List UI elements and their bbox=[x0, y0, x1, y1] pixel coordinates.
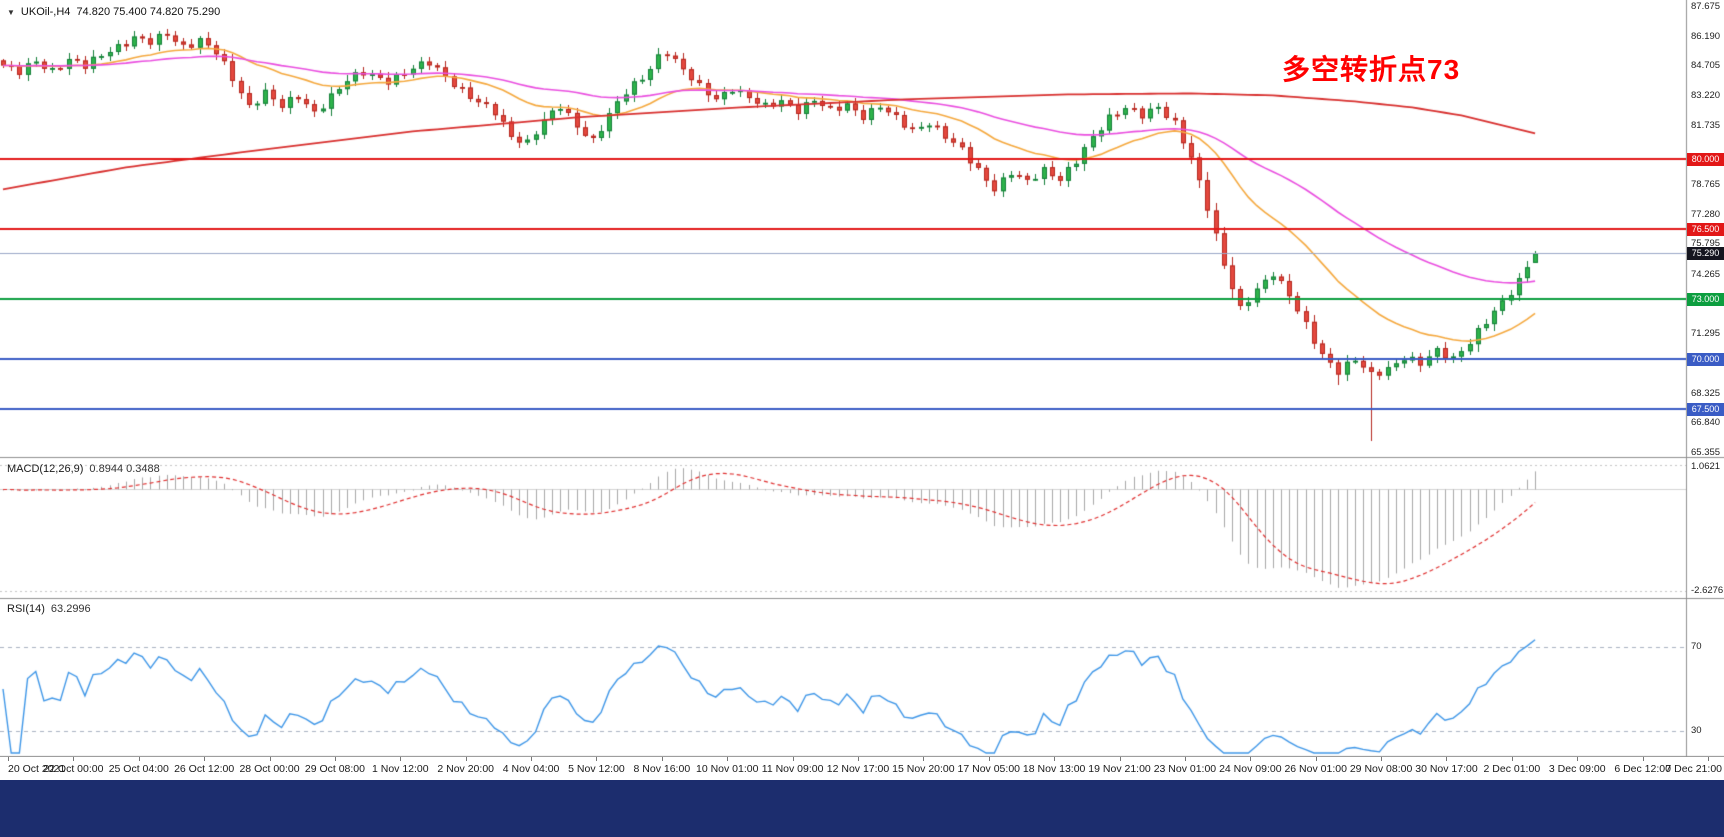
time-axis-tick bbox=[269, 757, 271, 761]
time-axis-tick bbox=[1381, 757, 1383, 761]
time-axis-tick bbox=[138, 757, 140, 761]
time-axis-label: 17 Nov 05:00 bbox=[957, 763, 1020, 775]
symbol-period-label: UKOil-,H4 bbox=[20, 6, 71, 18]
time-axis-label: 1 Nov 12:00 bbox=[371, 763, 429, 775]
time-axis-label: 20 Oct 2021 bbox=[8, 763, 66, 775]
annotation-text[interactable]: 多空转折点73 bbox=[1282, 54, 1461, 85]
time-axis-label: 26 Nov 01:00 bbox=[1284, 763, 1347, 775]
time-axis-label: 28 Oct 00:00 bbox=[239, 763, 300, 775]
time-axis-tick bbox=[792, 757, 794, 761]
time-axis-tick bbox=[1315, 757, 1317, 761]
time-axis-label: 12 Nov 17:00 bbox=[826, 763, 890, 775]
symbol-info-bar: ▼ UKOil-,H4 74.820 75.400 74.820 75.290 bbox=[7, 6, 220, 18]
time-axis-label: 10 Nov 01:00 bbox=[696, 763, 759, 775]
time-axis-label: 2 Dec 01:00 bbox=[1483, 763, 1541, 775]
time-axis-tick bbox=[1446, 757, 1448, 761]
macd-name: MACD(12,26,9) bbox=[7, 463, 84, 475]
time-axis-label: 25 Oct 04:00 bbox=[108, 763, 169, 775]
time-axis-tick bbox=[8, 757, 9, 761]
time-axis-label: 29 Oct 08:00 bbox=[304, 763, 365, 775]
time-axis-label: 18 Nov 13:00 bbox=[1022, 763, 1086, 775]
time-axis-tick bbox=[1642, 757, 1644, 761]
time-axis-label: 26 Oct 12:00 bbox=[174, 763, 235, 775]
time-axis-tick bbox=[1054, 757, 1056, 761]
bottom-bar bbox=[0, 780, 1724, 837]
time-axis-label: 5 Nov 12:00 bbox=[568, 763, 625, 775]
time-axis-tick bbox=[988, 757, 990, 761]
time-axis-tick bbox=[1250, 757, 1252, 761]
time-axis-label: 15 Nov 20:00 bbox=[892, 763, 955, 775]
chevron-down-icon[interactable]: ▼ bbox=[7, 7, 15, 17]
time-axis-tick bbox=[334, 757, 336, 761]
rsi-value: 63.2996 bbox=[50, 603, 91, 615]
time-axis-label: 22 Oct 00:00 bbox=[43, 763, 104, 775]
macd-indicator-label: MACD(12,26,9) 0.8944 0.3488 bbox=[7, 463, 160, 475]
time-axis-label: 29 Nov 08:00 bbox=[1349, 763, 1413, 775]
time-axis-label: 11 Nov 09:00 bbox=[761, 763, 824, 775]
time-axis-tick bbox=[1577, 757, 1579, 761]
time-axis-label: 2 Nov 20:00 bbox=[437, 763, 494, 775]
time-axis-tick bbox=[1708, 757, 1709, 761]
time-axis-tick bbox=[400, 757, 402, 761]
time-axis-tick bbox=[1184, 757, 1186, 761]
symbol-ohlc-values: 74.820 75.400 74.820 75.290 bbox=[76, 6, 221, 18]
time-axis-label: 3 Dec 09:00 bbox=[1548, 763, 1606, 775]
time-axis-tick bbox=[858, 757, 859, 761]
time-axis-tick bbox=[465, 757, 467, 761]
time-axis-tick bbox=[73, 757, 75, 761]
rsi-name: RSI(14) bbox=[7, 603, 45, 615]
time-axis-tick bbox=[1119, 757, 1121, 761]
macd-values: 0.8944 0.3488 bbox=[89, 463, 160, 475]
time-axis-label: 23 Nov 01:00 bbox=[1153, 763, 1217, 775]
time-axis-tick bbox=[923, 757, 925, 761]
time-axis-label: 8 Nov 16:00 bbox=[633, 763, 691, 775]
time-axis-tick bbox=[727, 757, 729, 761]
time-axis-label: 4 Nov 04:00 bbox=[502, 763, 560, 775]
time-axis-label: 6 Dec 12:00 bbox=[1614, 763, 1671, 775]
time-axis-label: 24 Nov 09:00 bbox=[1219, 763, 1282, 775]
time-axis-label: 30 Nov 17:00 bbox=[1415, 763, 1478, 775]
time-axis-label: 19 Nov 21:00 bbox=[1088, 763, 1151, 775]
time-axis[interactable]: 20 Oct 2021 22 Oct 00:00 25 Oct 04:00 26 Oc… bbox=[0, 757, 1724, 780]
rsi-indicator-label: RSI(14) 63.2996 bbox=[7, 603, 91, 615]
chart-canvas[interactable] bbox=[0, 0, 1724, 757]
time-axis-label: 7 Dec 21:00 bbox=[1665, 763, 1722, 775]
time-axis-tick bbox=[596, 757, 598, 761]
time-axis-tick bbox=[661, 757, 663, 761]
time-axis-tick bbox=[531, 757, 533, 761]
time-axis-tick bbox=[204, 757, 206, 761]
time-axis-tick bbox=[1511, 757, 1513, 761]
